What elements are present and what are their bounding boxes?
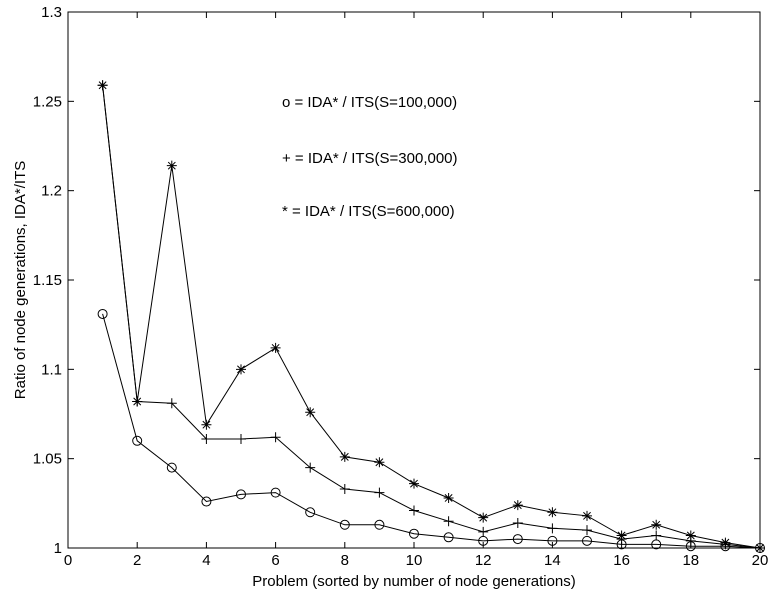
data-point-plus-marker	[547, 523, 558, 534]
data-point-asterisk-marker	[97, 80, 108, 91]
annotation-series-asterisk: * = IDA* / ITS(S=600,000)	[282, 203, 455, 220]
data-point-circle-marker	[547, 535, 558, 546]
data-point-circle-marker	[339, 519, 350, 530]
data-point-plus-marker	[201, 434, 212, 445]
data-point-circle-marker	[374, 519, 385, 530]
x-tick-label: 12	[475, 552, 492, 569]
x-tick-label: 10	[406, 552, 423, 569]
y-tick-label: 1.15	[33, 272, 62, 289]
data-point-plus-marker	[478, 526, 489, 537]
x-tick-label: 16	[613, 552, 630, 569]
x-tick-label: 8	[341, 552, 349, 569]
data-point-plus-marker	[443, 516, 454, 527]
data-point-circle-marker	[270, 487, 281, 498]
annotation-series-plus: + = IDA* / ITS(S=300,000)	[282, 150, 458, 167]
annotation-series-circle: o = IDA* / ITS(S=100,000)	[282, 94, 457, 111]
series-circle	[97, 308, 765, 553]
data-point-plus-marker	[305, 462, 316, 473]
y-tick-label: 1.25	[33, 93, 62, 110]
data-point-plus-marker	[512, 517, 523, 528]
data-point-plus-marker	[374, 487, 385, 498]
x-tick-label: 6	[271, 552, 279, 569]
series-layer	[97, 80, 765, 553]
x-tick-label: 14	[544, 552, 561, 569]
data-point-asterisk-marker	[374, 457, 385, 468]
data-point-asterisk-marker	[132, 396, 143, 407]
data-point-circle-marker	[236, 489, 246, 500]
data-point-asterisk-marker	[651, 519, 662, 530]
series-plus	[97, 80, 765, 553]
data-point-circle-marker	[582, 535, 592, 546]
data-point-plus-marker	[339, 484, 350, 495]
data-point-asterisk-marker	[512, 500, 523, 511]
data-point-circle-marker	[443, 532, 454, 543]
data-point-plus-marker	[166, 398, 177, 409]
data-point-plus-marker	[270, 432, 281, 443]
series-line-plus	[102, 85, 761, 549]
y-tick-label: 1	[54, 540, 62, 557]
data-point-asterisk-marker	[305, 407, 316, 418]
data-point-plus-marker	[582, 525, 592, 536]
x-axis: 0 2 4 6 8 10 12 14 16 18 20	[64, 12, 769, 569]
data-point-circle-marker	[97, 308, 108, 319]
data-point-asterisk-marker	[755, 543, 765, 553]
data-point-asterisk-marker	[582, 510, 592, 521]
data-point-circle-marker	[305, 507, 316, 518]
data-point-asterisk-marker	[720, 537, 731, 548]
x-tick-label: 18	[682, 552, 699, 569]
data-point-asterisk-marker	[547, 507, 558, 518]
data-point-asterisk-marker	[270, 342, 281, 353]
data-point-circle-marker	[166, 462, 177, 473]
x-tick-label: 4	[202, 552, 210, 569]
y-tick-label: 1.3	[41, 4, 62, 21]
x-tick-label: 2	[133, 552, 141, 569]
data-point-asterisk-marker	[685, 530, 696, 541]
series-line-asterisk	[102, 85, 761, 549]
data-point-asterisk-marker	[409, 478, 419, 489]
x-tick-label: 20	[752, 552, 769, 569]
data-point-asterisk-marker	[201, 419, 212, 430]
y-axis-title: Ratio of node generations, IDA*/ITS	[12, 161, 29, 399]
y-tick-label: 1.2	[41, 183, 62, 200]
data-point-plus-marker	[236, 434, 246, 445]
data-point-plus-marker	[651, 530, 662, 541]
data-point-circle-marker	[201, 496, 212, 507]
data-point-asterisk-marker	[478, 512, 489, 523]
data-point-asterisk-marker	[616, 530, 627, 541]
y-axis: 1 1.05 1.1 1.15 1.2 1.25 1.3	[33, 4, 760, 557]
data-point-asterisk-marker	[236, 364, 246, 375]
y-tick-label: 1.1	[41, 361, 62, 378]
data-point-asterisk-marker	[166, 160, 177, 171]
data-point-plus-marker	[409, 505, 419, 516]
data-point-circle-marker	[512, 534, 523, 545]
data-point-asterisk-marker	[339, 451, 350, 462]
x-axis-title: Problem (sorted by number of node genera…	[252, 573, 576, 590]
y-tick-label: 1.05	[33, 451, 62, 468]
data-point-circle-marker	[132, 435, 143, 446]
data-point-circle-marker	[409, 528, 419, 539]
x-tick-label: 0	[64, 552, 72, 569]
series-line-circle	[102, 313, 761, 549]
series-asterisk	[97, 80, 765, 553]
data-point-asterisk-marker	[443, 492, 454, 503]
